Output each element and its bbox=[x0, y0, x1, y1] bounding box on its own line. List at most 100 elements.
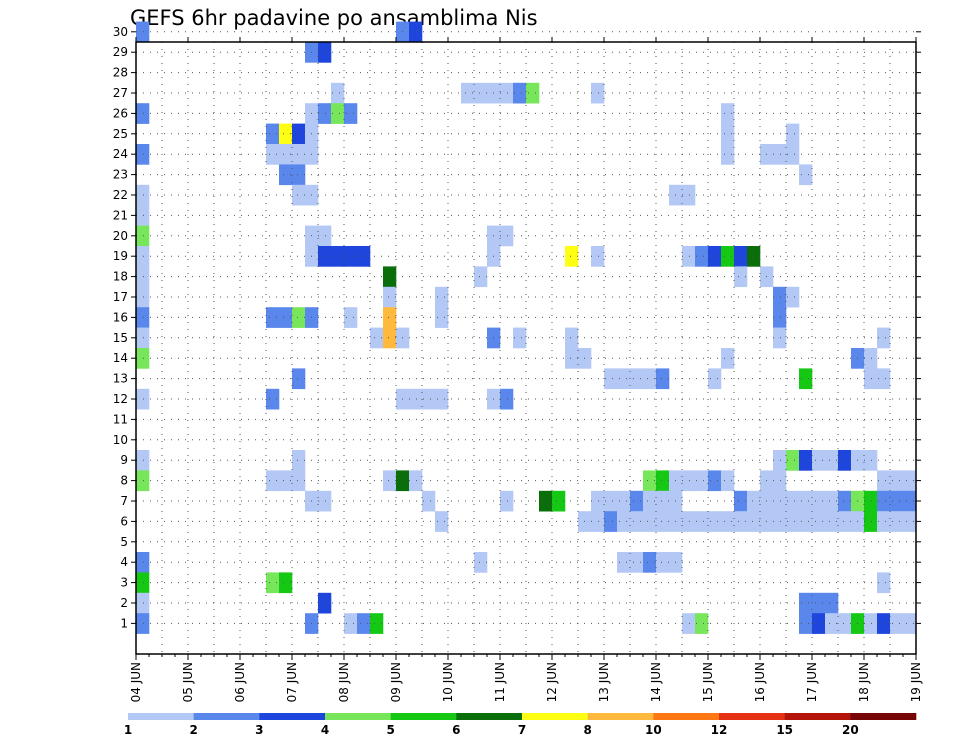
x-tick-label: 07 JUN bbox=[285, 662, 299, 702]
heatmap-cell bbox=[136, 103, 150, 124]
heatmap-cell bbox=[864, 450, 878, 471]
heatmap-cell bbox=[786, 144, 800, 165]
heatmap-cell bbox=[734, 511, 748, 532]
y-tick-label: 1 bbox=[120, 616, 128, 630]
legend-label: 8 bbox=[583, 723, 591, 737]
heatmap-cell bbox=[617, 490, 631, 512]
heatmap-cell bbox=[695, 470, 709, 492]
heatmap-cell bbox=[799, 164, 813, 186]
heatmap-cell bbox=[799, 450, 813, 471]
heatmap-cell bbox=[708, 246, 722, 267]
heatmap-cell bbox=[136, 225, 150, 247]
legend-label: 2 bbox=[189, 723, 197, 737]
heatmap-cell bbox=[799, 592, 813, 614]
heatmap-cell bbox=[721, 103, 735, 124]
legend-swatch bbox=[390, 713, 457, 720]
y-tick-label: 24 bbox=[113, 147, 128, 161]
x-tick-label: 08 JUN bbox=[337, 662, 351, 702]
x-tick-label: 06 JUN bbox=[233, 662, 247, 702]
y-tick-label: 6 bbox=[120, 514, 128, 528]
heatmap-cell bbox=[864, 368, 878, 390]
x-tick-label: 12 JUN bbox=[545, 662, 559, 702]
heatmap-cell bbox=[266, 572, 280, 594]
heatmap-cell bbox=[136, 266, 150, 288]
x-tick-label: 11 JUN bbox=[493, 662, 507, 702]
legend-swatch bbox=[784, 713, 851, 720]
heatmap-cell bbox=[344, 246, 358, 267]
legend-swatch bbox=[325, 713, 391, 720]
heatmap-cell bbox=[643, 470, 657, 492]
heatmap-cell bbox=[422, 490, 436, 512]
heatmap-cell bbox=[136, 388, 150, 410]
heatmap-cell bbox=[643, 552, 657, 573]
heatmap-cell bbox=[825, 592, 839, 614]
heatmap-cell bbox=[279, 123, 293, 145]
heatmap-cell bbox=[565, 246, 579, 267]
heatmap-cell bbox=[773, 144, 787, 165]
heatmap-cell bbox=[513, 327, 527, 349]
heatmap-cell bbox=[526, 82, 540, 104]
heatmap-cell bbox=[708, 368, 722, 390]
y-tick-label: 9 bbox=[120, 453, 128, 467]
heatmap-cell bbox=[370, 613, 384, 634]
heatmap-cell bbox=[266, 470, 280, 492]
heatmap-cell bbox=[604, 490, 618, 512]
y-tick-label: 28 bbox=[113, 66, 128, 80]
heatmap-cell bbox=[656, 368, 670, 390]
heatmap-cell bbox=[318, 592, 332, 614]
heatmap-cell bbox=[461, 82, 475, 104]
heatmap-cell bbox=[786, 123, 800, 145]
heatmap-cell bbox=[747, 246, 761, 267]
legend-label: 12 bbox=[711, 723, 728, 737]
heatmap-cell bbox=[617, 511, 631, 532]
heatmap-cell bbox=[864, 490, 878, 512]
heatmap-cell bbox=[630, 552, 644, 573]
heatmap-cell bbox=[591, 511, 605, 532]
heatmap-cell bbox=[292, 164, 306, 186]
heatmap-cell bbox=[643, 490, 657, 512]
y-tick-label: 20 bbox=[113, 229, 128, 243]
x-tick-label: 15 JUN bbox=[701, 662, 715, 702]
heatmap-cells bbox=[136, 21, 917, 634]
heatmap-cell bbox=[292, 450, 306, 471]
heatmap-cell bbox=[656, 470, 670, 492]
x-tick-label: 14 JUN bbox=[649, 662, 663, 702]
heatmap-cell bbox=[630, 368, 644, 390]
y-tick-label: 7 bbox=[120, 494, 128, 508]
heatmap-cell bbox=[773, 450, 787, 471]
heatmap-cell bbox=[383, 470, 397, 492]
heatmap-cell bbox=[331, 246, 345, 267]
heatmap-cell bbox=[513, 82, 527, 104]
heatmap-cell bbox=[591, 82, 605, 104]
legend-label: 10 bbox=[645, 723, 662, 737]
heatmap-cell bbox=[708, 511, 722, 532]
heatmap-cell bbox=[383, 327, 397, 349]
y-tick-label: 25 bbox=[113, 127, 128, 141]
heatmap-cell bbox=[656, 511, 670, 532]
legend-swatch bbox=[587, 713, 654, 720]
y-tick-label: 22 bbox=[113, 188, 128, 202]
heatmap-cell bbox=[292, 470, 306, 492]
heatmap-cell bbox=[318, 490, 332, 512]
heatmap-cell bbox=[539, 490, 553, 512]
legend-swatch bbox=[653, 713, 720, 720]
heatmap-cell bbox=[877, 572, 891, 594]
heatmap-cell bbox=[864, 511, 878, 532]
y-tick-label: 4 bbox=[120, 555, 128, 569]
heatmap-cell bbox=[331, 103, 345, 124]
legend-label: 4 bbox=[321, 723, 329, 737]
heatmap-cell bbox=[721, 348, 735, 369]
heatmap-cell bbox=[864, 613, 878, 634]
heatmap-cell bbox=[773, 307, 787, 328]
heatmap-cell bbox=[292, 368, 306, 390]
x-tick-label: 17 JUN bbox=[805, 662, 819, 702]
heatmap-cell bbox=[643, 511, 657, 532]
x-tick-label: 04 JUN bbox=[129, 662, 143, 702]
legend-label: 20 bbox=[842, 723, 859, 737]
heatmap-cell bbox=[266, 144, 280, 165]
x-tick-label: 13 JUN bbox=[597, 662, 611, 702]
y-tick-label: 18 bbox=[113, 270, 128, 284]
heatmap-cell bbox=[812, 450, 826, 471]
heatmap-cell bbox=[825, 490, 839, 512]
